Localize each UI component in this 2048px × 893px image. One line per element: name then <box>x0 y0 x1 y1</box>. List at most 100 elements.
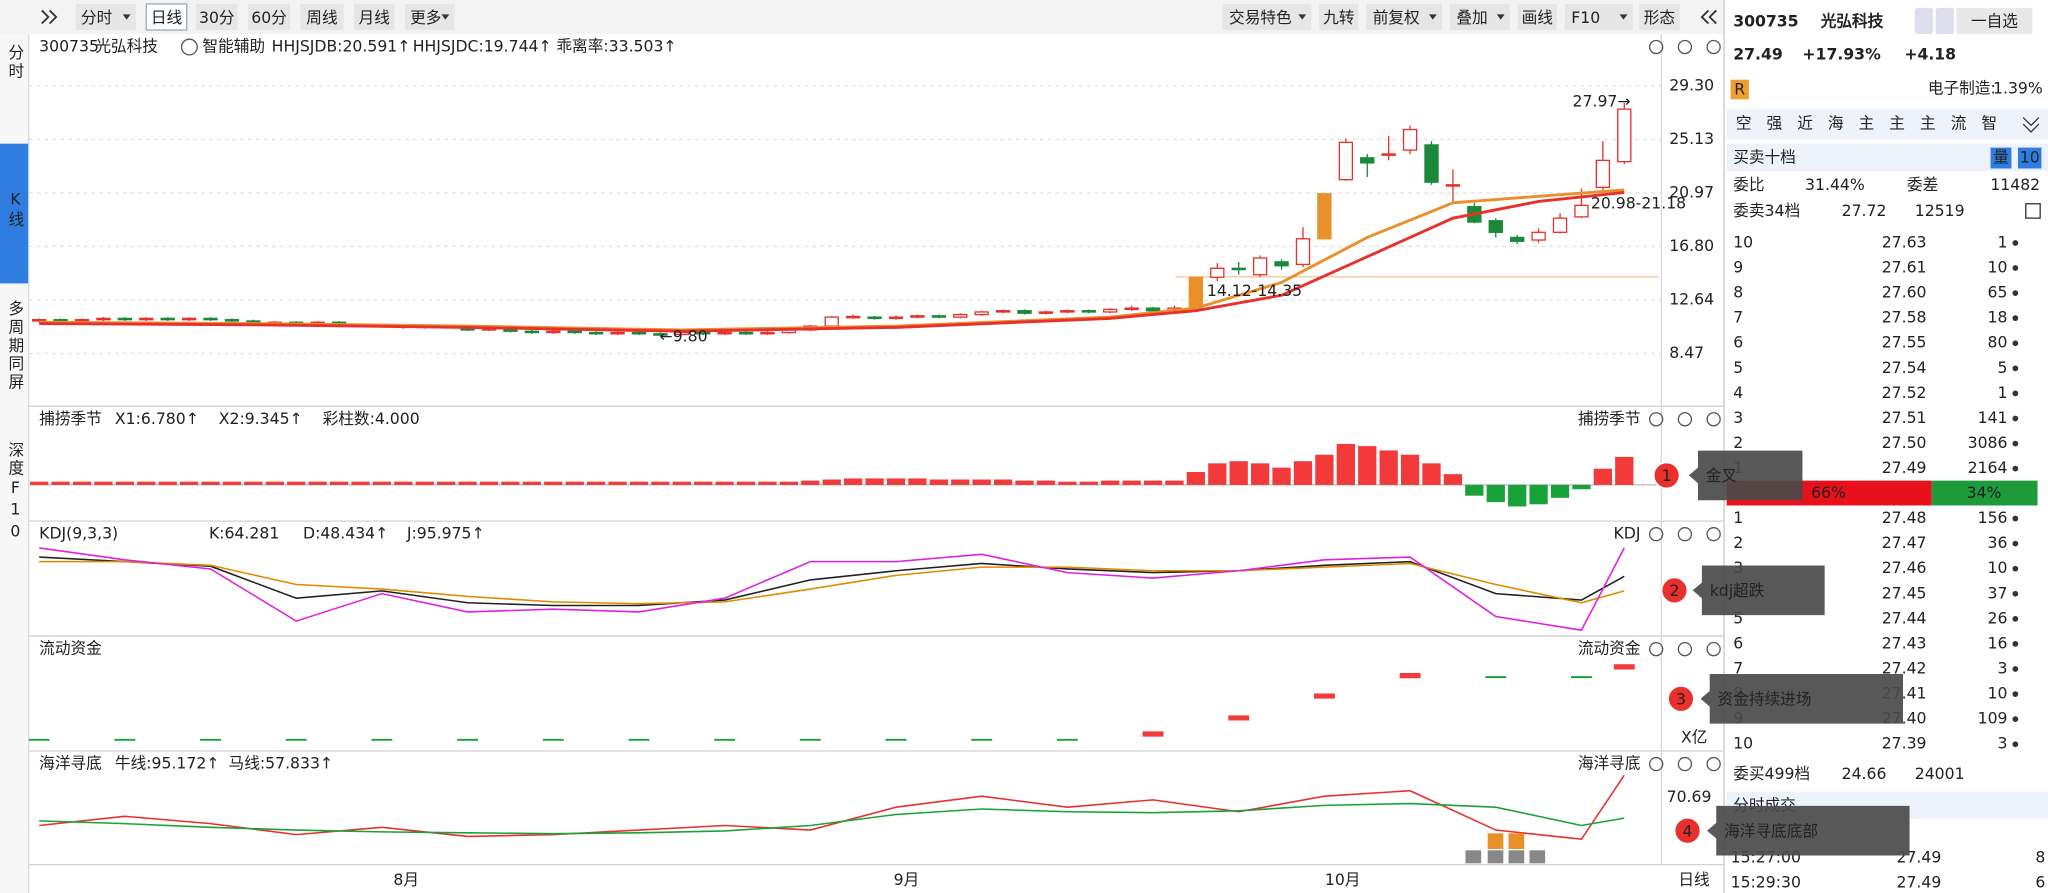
pane-icon[interactable] <box>1677 39 1693 55</box>
pane-icon[interactable] <box>1648 756 1664 772</box>
histogram-bar <box>629 481 649 485</box>
quote-name: 光弘科技 <box>1820 12 1884 31</box>
pane-icon[interactable] <box>1677 641 1693 657</box>
quick-button[interactable]: 流 <box>1951 114 1967 133</box>
quick-button[interactable]: 空 <box>1736 114 1752 133</box>
assist-label[interactable]: 智能辅助 <box>202 37 265 56</box>
quick-button[interactable]: 主 <box>1920 114 1936 133</box>
sidebar-tab[interactable]: 分时 <box>6 44 25 81</box>
quick-button[interactable]: 主 <box>1889 114 1905 133</box>
toolbar-button[interactable] <box>145 3 188 31</box>
book-volume: 18 <box>1988 308 2008 327</box>
callout-number: 2 <box>1669 581 1679 600</box>
toolbar-label[interactable]: 九转 <box>1323 8 1354 27</box>
book-dot <box>2012 666 2019 672</box>
toolbar-label[interactable]: 月线 <box>359 8 391 27</box>
pane-icon[interactable] <box>1648 641 1664 657</box>
toolbar-button[interactable] <box>248 3 290 31</box>
toolbar-label[interactable]: 更多 <box>410 8 441 27</box>
toolbar-label[interactable]: 分时 <box>81 8 113 27</box>
book-price: 27.49 <box>1882 458 1927 477</box>
watch-button[interactable] <box>1956 7 2033 34</box>
vol-btn-bg[interactable] <box>1990 147 2012 169</box>
watch-label[interactable]: 一自选 <box>1971 12 2018 31</box>
toolbar-label[interactable]: 前复权 <box>1373 8 1420 27</box>
quick-button[interactable]: 海 <box>1828 114 1844 133</box>
toolbar-label[interactable]: 叠加 <box>1456 8 1487 27</box>
depth-btn-bg[interactable] <box>2017 147 2042 169</box>
candle-body <box>117 317 133 321</box>
pane-icon[interactable] <box>1677 756 1693 772</box>
book-dot <box>2012 716 2019 723</box>
toolbar-button[interactable] <box>353 3 395 31</box>
book-volume: 3 <box>1998 658 2008 677</box>
toolbar-button[interactable] <box>1517 3 1557 31</box>
candle-body <box>588 331 604 335</box>
toolbar-button[interactable] <box>1319 3 1359 31</box>
expand-box[interactable] <box>2025 203 2041 219</box>
toolbar-label[interactable]: 日线 <box>151 8 183 27</box>
toolbar-label[interactable]: 30分 <box>199 8 235 27</box>
sidebar-tab[interactable]: 多周期同屏 <box>6 300 25 392</box>
toolbar-button[interactable] <box>300 3 344 31</box>
expand-icon[interactable] <box>41 9 58 25</box>
toolbar-button[interactable] <box>195 3 238 31</box>
book-level: 10 <box>1733 232 1753 251</box>
toolbar-label[interactable]: 周线 <box>306 8 338 27</box>
callout-badge <box>1673 816 1702 845</box>
histogram-bar <box>1015 480 1034 485</box>
toolbar-button[interactable] <box>1222 3 1312 31</box>
quick-button[interactable]: 主 <box>1859 114 1875 133</box>
toolbar-label[interactable]: 画线 <box>1522 8 1554 27</box>
toolbar-button[interactable] <box>1564 3 1633 31</box>
pane-icon[interactable] <box>1706 756 1721 772</box>
pane-icon[interactable] <box>1648 39 1664 55</box>
quick-button[interactable]: 强 <box>1767 114 1783 133</box>
toolbar-label[interactable]: F10 <box>1571 8 1600 27</box>
pane-icon[interactable] <box>1648 412 1664 427</box>
histogram-bar <box>1358 446 1377 485</box>
book-volume: 141 <box>1978 408 2008 427</box>
histogram-bar <box>1508 484 1527 507</box>
candle-body <box>546 330 561 334</box>
histogram-bar <box>1400 454 1420 485</box>
book-price: 27.60 <box>1882 283 1927 302</box>
toolbar-label[interactable]: 形态 <box>1644 8 1675 27</box>
more-icon[interactable] <box>2022 117 2040 133</box>
candle-body <box>74 319 90 322</box>
depth-btn[interactable]: 10 <box>2020 148 2040 167</box>
pane-icon[interactable] <box>1706 412 1721 427</box>
pane-icon[interactable] <box>1677 412 1693 427</box>
pane-icon[interactable] <box>1706 641 1721 657</box>
histogram-bar <box>201 481 220 485</box>
quick-button[interactable]: 智 <box>1981 114 1997 133</box>
pane-right-label: 流动资金 <box>1578 639 1641 658</box>
candle-body <box>1488 220 1503 233</box>
toolbar-button[interactable] <box>1366 3 1442 31</box>
sidebar-tab[interactable]: 深度F10 <box>6 441 25 543</box>
book-dot <box>2012 641 2019 647</box>
pane-icon[interactable] <box>1648 527 1664 542</box>
candle-body <box>1531 231 1546 241</box>
alert-button[interactable] <box>1914 7 1934 34</box>
sidebar-tab[interactable]: K线 <box>6 189 25 229</box>
collapse-icon[interactable] <box>1700 9 1717 25</box>
toolbar-label[interactable]: 60分 <box>251 8 287 27</box>
assist-toggle[interactable] <box>180 38 198 56</box>
badge-bg <box>1730 79 1749 100</box>
histogram-bar <box>351 481 370 485</box>
quick-button[interactable]: 近 <box>1797 114 1813 133</box>
bell-button[interactable] <box>1935 7 1954 34</box>
pane-icon[interactable] <box>1677 527 1693 542</box>
pane-icon[interactable] <box>1706 39 1721 55</box>
book-dot <box>2012 365 2019 372</box>
vol-btn[interactable]: 量 <box>1993 148 2009 167</box>
histogram-bar <box>72 481 92 485</box>
pane-icon[interactable] <box>1706 527 1721 542</box>
toolbar-label[interactable]: 交易特色 <box>1229 8 1292 27</box>
book-price: 27.46 <box>1882 558 1927 577</box>
toolbar-button[interactable] <box>1639 3 1680 31</box>
indicator-value: J:95.975↑ <box>406 524 485 543</box>
histogram-bar <box>51 481 70 485</box>
